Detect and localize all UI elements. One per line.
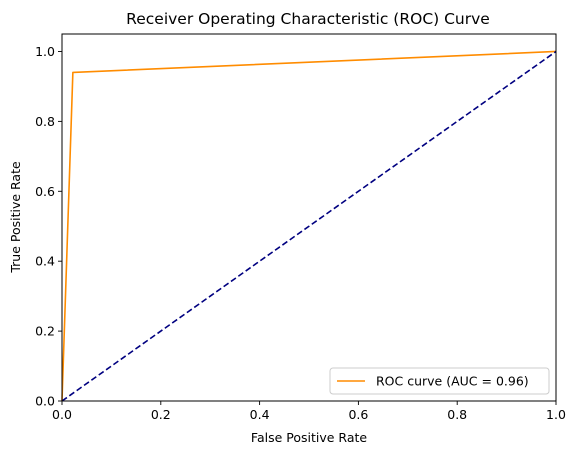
chance-diagonal-line — [61, 50, 557, 402]
legend-label-roc-curve: ROC curve (AUC = 0.96) — [376, 374, 529, 389]
y-tick-label: 0.6 — [35, 184, 55, 199]
x-axis-label: False Positive Rate — [251, 430, 367, 445]
y-axis-label: True Positive Rate — [8, 161, 23, 274]
plot-area: 0.0 0.2 0.4 0.6 0.8 1.0 0.0 0.2 0.4 0.6 0.8 1.0 — [35, 33, 566, 422]
x-tick-label: 1.0 — [546, 407, 566, 422]
y-axis-ticks: 0.0 0.2 0.4 0.6 0.8 1.0 — [35, 44, 62, 409]
plot-background — [62, 34, 556, 401]
roc-curve-line — [61, 50, 557, 402]
x-axis-ticks: 0.0 0.2 0.4 0.6 0.8 1.0 — [52, 401, 566, 422]
legend-box — [329, 367, 550, 395]
y-tick-label: 1.0 — [35, 44, 55, 59]
x-tick-label: 0.4 — [250, 407, 270, 422]
legend: ROC curve (AUC = 0.96) — [329, 367, 550, 395]
x-tick-label: 0.0 — [52, 407, 72, 422]
y-tick-label: 0.4 — [35, 254, 55, 269]
x-tick-label: 0.8 — [447, 407, 467, 422]
series-layer — [61, 50, 557, 402]
chart-title: Receiver Operating Characteristic (ROC) … — [126, 10, 490, 28]
x-tick-label: 0.2 — [151, 407, 171, 422]
x-tick-label: 0.6 — [348, 407, 368, 422]
y-tick-label: 0.8 — [35, 114, 55, 129]
y-tick-label: 0.0 — [35, 394, 55, 409]
y-tick-label: 0.2 — [35, 324, 55, 339]
plot-frame — [61, 33, 557, 402]
